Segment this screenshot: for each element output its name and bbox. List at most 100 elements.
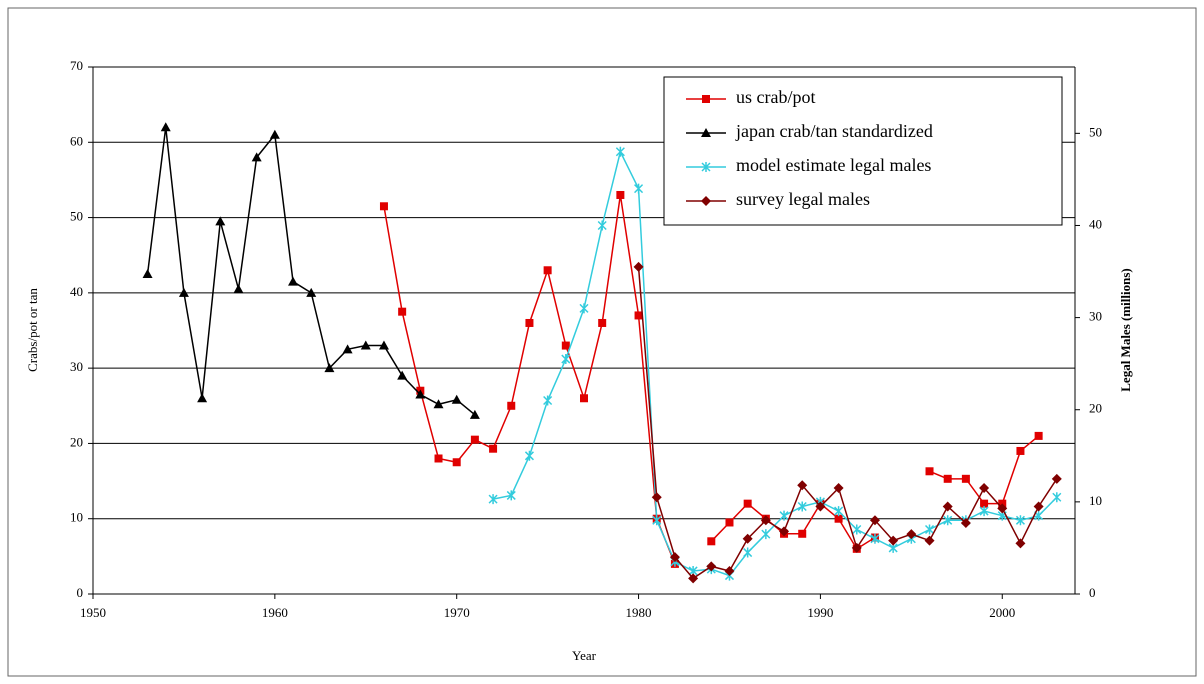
- marker: [251, 152, 262, 162]
- marker: [1033, 501, 1044, 512]
- marker: [215, 216, 226, 226]
- series-line: [637, 266, 1058, 580]
- marker: [1034, 431, 1043, 440]
- marker: [725, 518, 734, 527]
- y-tick-label: 50: [70, 209, 83, 224]
- marker: [434, 454, 443, 463]
- marker: [742, 533, 753, 544]
- x-tick-label: 1970: [444, 605, 470, 620]
- legend-label: survey legal males: [736, 189, 870, 209]
- marker: [160, 122, 171, 132]
- marker: [451, 394, 462, 404]
- marker: [306, 287, 317, 297]
- marker: [342, 344, 353, 354]
- y-tick-label: 40: [70, 284, 83, 299]
- marker: [834, 514, 843, 523]
- x-tick-label: 1950: [80, 605, 106, 620]
- marker: [701, 196, 711, 206]
- marker: [452, 458, 461, 467]
- marker: [651, 492, 662, 503]
- marker: [925, 467, 934, 476]
- marker: [378, 340, 389, 350]
- marker: [288, 276, 299, 286]
- marker: [888, 535, 899, 546]
- marker: [980, 499, 989, 508]
- marker: [979, 483, 990, 494]
- x-tick-label: 2000: [989, 605, 1015, 620]
- marker: [743, 547, 753, 558]
- marker: [701, 128, 711, 137]
- marker: [1051, 473, 1062, 484]
- y2-tick-label: 20: [1089, 401, 1102, 416]
- y-tick-label: 10: [70, 510, 83, 525]
- marker: [360, 340, 371, 350]
- marker: [470, 435, 479, 444]
- marker: [943, 474, 952, 483]
- marker: [1016, 446, 1025, 455]
- y2-tick-label: 0: [1089, 585, 1096, 600]
- marker: [433, 399, 444, 409]
- marker: [870, 533, 880, 544]
- marker: [779, 526, 790, 537]
- marker: [598, 318, 607, 327]
- marker: [524, 450, 534, 461]
- marker: [615, 146, 625, 157]
- marker: [398, 307, 407, 316]
- marker: [579, 303, 589, 314]
- marker: [379, 202, 388, 211]
- x-tick-label: 1990: [807, 605, 833, 620]
- marker: [178, 287, 189, 297]
- legend-label: japan crab/tan standardized: [735, 121, 933, 141]
- y-tick-label: 30: [70, 359, 83, 374]
- marker: [834, 506, 844, 517]
- marker: [397, 370, 408, 380]
- marker: [942, 501, 953, 512]
- marker: [924, 535, 935, 546]
- marker: [906, 529, 917, 540]
- y2-tick-label: 50: [1089, 124, 1102, 139]
- x-tick-label: 1980: [626, 605, 652, 620]
- marker: [960, 518, 971, 529]
- x-axis-label: Year: [572, 648, 597, 663]
- marker: [269, 129, 280, 139]
- marker: [702, 95, 710, 103]
- marker: [1015, 538, 1026, 549]
- marker: [851, 542, 862, 553]
- marker: [943, 515, 953, 526]
- y-tick-label: 60: [70, 133, 83, 148]
- legend-label: us crab/pot: [736, 87, 815, 107]
- y-tick-label: 0: [77, 585, 84, 600]
- y2-axis-label: Legal Males (millions): [1118, 268, 1133, 392]
- marker: [798, 529, 807, 538]
- marker: [797, 501, 807, 512]
- marker: [1015, 515, 1025, 526]
- y-axis-label: Crabs/pot or tan: [25, 288, 40, 372]
- marker: [852, 524, 862, 535]
- marker: [506, 490, 516, 501]
- marker: [634, 311, 643, 320]
- marker: [779, 510, 789, 521]
- y-tick-label: 70: [70, 58, 83, 73]
- marker: [469, 409, 480, 419]
- marker: [561, 354, 571, 365]
- marker: [869, 515, 880, 526]
- y2-tick-label: 30: [1089, 309, 1102, 324]
- marker: [233, 284, 244, 294]
- marker: [597, 220, 607, 231]
- y2-tick-label: 40: [1089, 216, 1102, 231]
- marker: [815, 501, 826, 512]
- marker: [833, 483, 844, 494]
- legend-box: [663, 76, 1063, 226]
- y-tick-label: 20: [70, 434, 83, 449]
- marker: [652, 515, 662, 526]
- marker: [724, 565, 735, 576]
- x-tick-label: 1960: [262, 605, 288, 620]
- legend-label: model estimate legal males: [736, 155, 931, 175]
- marker: [761, 529, 771, 540]
- marker: [543, 395, 553, 406]
- marker: [488, 494, 498, 505]
- marker: [142, 269, 153, 279]
- marker: [979, 506, 989, 517]
- marker: [961, 474, 970, 483]
